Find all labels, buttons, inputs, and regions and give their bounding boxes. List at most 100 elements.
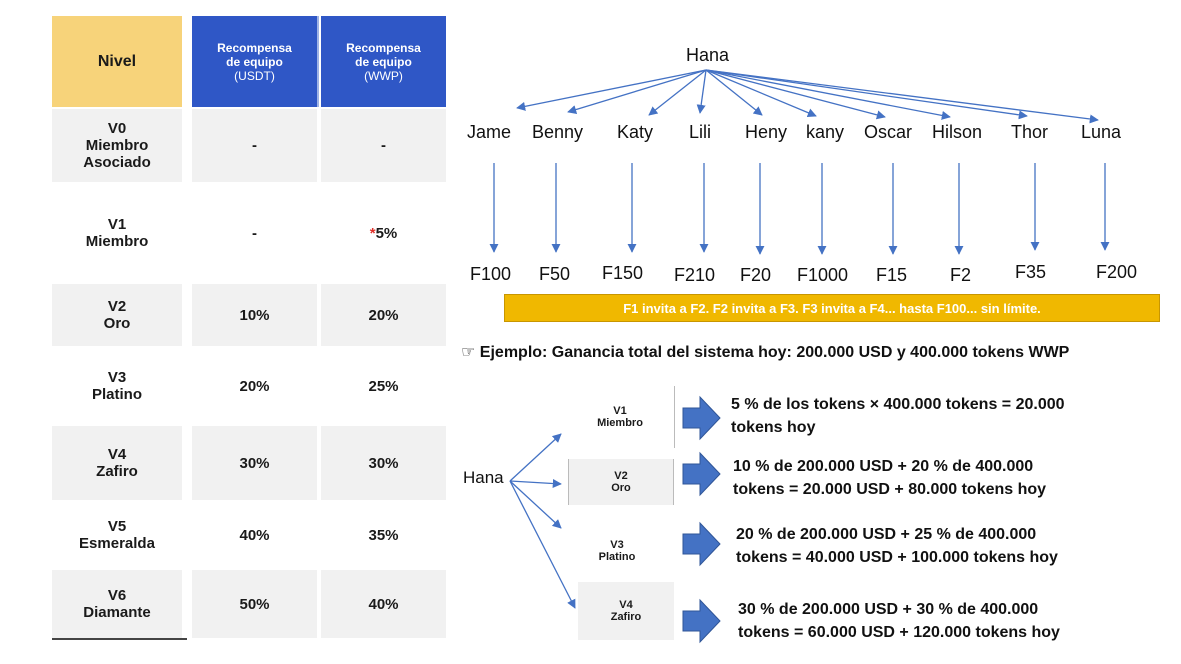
arrow-line: [509, 478, 562, 489]
wwp-cell: 40%: [321, 570, 446, 638]
level-name: Miembro: [85, 233, 149, 250]
example-root-name: Hana: [463, 468, 504, 487]
table-row: V6 Diamante 50% 40%: [52, 570, 446, 638]
arrow-line: [705, 69, 886, 120]
level-cell: V6 Diamante: [52, 570, 182, 638]
card-description: 20 % de 200.000 USD + 25 % de 400.000 to…: [736, 523, 1058, 569]
card-level: V4: [619, 599, 633, 611]
level-label: F210: [674, 265, 716, 285]
level-code: V4: [107, 446, 127, 463]
wwp-value: 5%: [375, 224, 398, 242]
member-name: Jame: [467, 122, 512, 142]
arrow-line: [648, 69, 707, 116]
level-code: V0: [107, 120, 127, 137]
usdt-cell: 50%: [192, 570, 317, 638]
card-name: Oro: [611, 482, 631, 494]
member-name: Benny: [532, 122, 584, 142]
member-name: Thor: [1011, 122, 1049, 142]
table-row: V1 Miembro - * 5%: [52, 184, 446, 282]
level-code: V2: [107, 298, 127, 315]
tree-root-name: Hana: [686, 45, 730, 65]
description-line: tokens = 40.000 USD + 100.000 tokens hoy: [736, 549, 1058, 566]
header-wwp-line2: de equipo: [355, 54, 412, 69]
card-level: V2: [614, 470, 628, 482]
invite-banner: F1 invita a F2. F2 invita a F3. F3 invit…: [504, 294, 1160, 322]
arrow-line: [509, 480, 562, 529]
block-arrow-icon: [682, 395, 721, 441]
header-divider: [317, 16, 319, 107]
block-arrow-icon: [682, 451, 721, 497]
member-to-level-arrows: [489, 163, 1110, 255]
arrow-line: [509, 480, 576, 609]
level-label: F1000: [797, 265, 849, 285]
level-code: V5: [107, 518, 127, 535]
level-card: V4 Zafiro: [578, 582, 674, 640]
card-level: V1: [613, 405, 627, 417]
arrow-line: [696, 69, 707, 114]
description-line: 5 % de los tokens × 400.000 tokens = 20.…: [731, 396, 1065, 413]
level-card: V1 Miembro: [566, 386, 675, 448]
header-usdt-line3: (USDT): [234, 68, 275, 83]
level-name: Platino: [91, 386, 142, 403]
level-code: V3: [107, 369, 127, 386]
table-row: V5 Esmeralda 40% 35%: [52, 502, 446, 568]
arrow-line: [705, 69, 1099, 124]
level-cell: V2 Oro: [52, 284, 182, 346]
header-wwp-line1: Recompensa: [346, 40, 421, 55]
level-cell: V3 Platino: [52, 348, 182, 424]
card-name: Miembro: [597, 417, 643, 429]
root-to-member-arrows: [516, 69, 1099, 124]
level-code: V1: [107, 216, 127, 233]
wwp-cell: 20%: [321, 284, 446, 346]
member-name: Lili: [689, 122, 712, 142]
table-row: V0 Miembro Asociado - -: [52, 109, 446, 182]
example-title: Ejemplo: Ganancia total del sistema hoy:…: [479, 344, 1070, 361]
level-cell: V0 Miembro Asociado: [52, 109, 182, 182]
header-nivel: Nivel: [52, 16, 182, 107]
header-usdt-line2: de equipo: [226, 54, 283, 69]
card-description: 5 % de los tokens × 400.000 tokens = 20.…: [731, 393, 1065, 439]
description-line: tokens hoy: [731, 419, 816, 436]
member-name: Oscar: [864, 122, 913, 142]
level-name: Zafiro: [96, 463, 138, 480]
usdt-cell: 30%: [192, 426, 317, 500]
example-title-block: ☞ Ejemplo: Ganancia total del sistema ho…: [461, 342, 1121, 364]
header-wwp: Recompensa de equipo (WWP): [321, 16, 446, 107]
level-card: V2 Oro: [568, 459, 674, 505]
level-cell: V4 Zafiro: [52, 426, 182, 500]
level-name: Esmeralda: [79, 535, 155, 552]
level-name: Diamante: [83, 604, 151, 621]
arrow-line: [509, 433, 562, 482]
description-line: tokens = 60.000 USD + 120.000 tokens hoy: [738, 624, 1060, 641]
level-label: F20: [740, 265, 772, 285]
header-wwp-line3: (WWP): [364, 68, 403, 83]
table-row: V4 Zafiro 30% 30%: [52, 426, 446, 500]
level-name: Oro: [103, 315, 131, 332]
card-description: 10 % de 200.000 USD + 20 % de 400.000 to…: [733, 455, 1046, 501]
level-cell: V1 Miembro: [52, 184, 182, 282]
usdt-cell: -: [192, 109, 317, 182]
table-bottom-rule: [52, 638, 187, 640]
level-label: F2: [950, 265, 972, 285]
asterisk-mark: *: [369, 224, 376, 242]
description-line: tokens = 20.000 USD + 80.000 tokens hoy: [733, 481, 1047, 498]
usdt-cell: 10%: [192, 284, 317, 346]
level-label: F200: [1096, 262, 1138, 282]
arrow-line: [705, 69, 1028, 120]
block-arrow-icon: [682, 521, 721, 567]
description-line: 20 % de 200.000 USD + 25 % de 400.000: [736, 526, 1037, 543]
level-label: F150: [602, 263, 644, 283]
level-label: F50: [539, 264, 571, 284]
wwp-cell: -: [321, 109, 446, 182]
header-usdt: Recompensa de equipo (USDT): [192, 16, 317, 107]
level-card: V3 Platino: [566, 520, 668, 582]
card-name: Zafiro: [610, 611, 642, 623]
wwp-cell: 35%: [368, 526, 399, 544]
member-name: Luna: [1081, 122, 1122, 142]
level-name: Miembro: [85, 137, 149, 154]
card-name: Platino: [598, 551, 636, 563]
usdt-cell: -: [252, 224, 257, 242]
header-usdt-line1: Recompensa: [217, 40, 292, 55]
description-line: 10 % de 200.000 USD + 20 % de 400.000: [733, 458, 1034, 475]
arrow-line: [516, 69, 707, 111]
